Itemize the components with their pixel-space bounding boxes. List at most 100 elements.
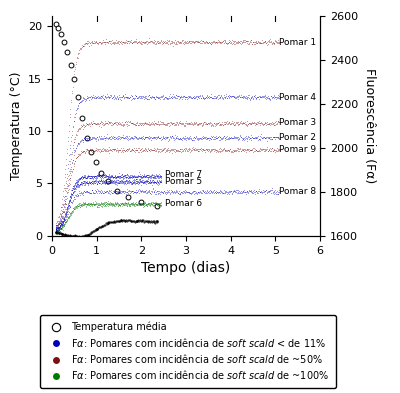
Point	[79, 147, 86, 154]
Point	[55, 224, 61, 230]
Point	[222, 137, 229, 143]
Point	[113, 202, 119, 208]
Point	[206, 146, 212, 152]
Point	[147, 180, 153, 186]
Point	[214, 146, 220, 152]
Point	[161, 135, 167, 141]
Point	[70, 189, 76, 195]
Point	[137, 173, 144, 180]
Point	[172, 189, 178, 195]
Point	[108, 200, 114, 206]
Point	[60, 219, 66, 225]
Point	[122, 201, 128, 208]
Point	[154, 172, 161, 178]
Point	[245, 121, 251, 127]
Point	[118, 201, 124, 207]
Point	[250, 149, 256, 155]
Point	[79, 202, 85, 209]
Point	[184, 188, 190, 195]
Point	[224, 40, 231, 46]
Point	[99, 145, 105, 152]
Point	[100, 134, 106, 141]
Point	[142, 180, 148, 186]
Point	[68, 191, 75, 197]
Point	[121, 175, 127, 181]
Point	[62, 220, 68, 227]
Point	[272, 191, 279, 197]
Point	[158, 203, 164, 209]
Point	[66, 196, 72, 203]
Point	[231, 134, 238, 140]
Point	[96, 39, 102, 45]
Point	[60, 220, 66, 226]
Point	[154, 121, 161, 127]
Point	[114, 180, 120, 186]
Point	[275, 40, 282, 46]
Point	[157, 40, 164, 46]
Point	[121, 147, 128, 153]
Point	[135, 200, 142, 206]
Point	[177, 120, 183, 126]
Point	[200, 188, 207, 195]
Point	[104, 94, 111, 100]
Point	[92, 198, 98, 204]
Point	[148, 187, 155, 194]
Point	[176, 191, 183, 197]
Point	[166, 123, 172, 129]
Point	[195, 135, 202, 141]
Point	[140, 147, 146, 153]
Point	[134, 95, 140, 101]
Point	[276, 40, 282, 46]
Point	[140, 217, 146, 224]
Point	[94, 172, 100, 178]
Point	[200, 120, 207, 126]
Point	[205, 135, 212, 141]
Point	[109, 120, 115, 127]
Point	[119, 188, 125, 194]
Point	[263, 187, 270, 193]
Point	[154, 202, 161, 208]
Point	[119, 174, 125, 180]
Point	[128, 97, 134, 103]
Point	[75, 201, 82, 207]
Point	[166, 119, 173, 125]
Point	[148, 121, 154, 127]
Point	[133, 173, 139, 180]
Point	[220, 37, 226, 44]
Point	[155, 175, 162, 181]
Point	[239, 119, 245, 126]
Point	[216, 137, 222, 143]
Point	[196, 120, 202, 127]
Point	[122, 94, 128, 100]
Point	[146, 35, 153, 41]
Point	[236, 92, 242, 98]
Point	[120, 217, 127, 224]
Point	[134, 174, 141, 180]
Point	[57, 222, 63, 228]
Point	[152, 96, 158, 102]
Point	[102, 200, 108, 206]
Point	[254, 94, 260, 100]
Point	[91, 202, 97, 208]
Point	[91, 38, 98, 44]
Point	[88, 201, 94, 208]
Point	[57, 218, 64, 224]
Point	[57, 209, 63, 216]
Point	[253, 135, 260, 141]
Point	[88, 202, 95, 209]
Point	[104, 131, 110, 138]
Point	[100, 180, 106, 186]
Point	[83, 146, 90, 152]
Point	[232, 41, 238, 47]
Point	[114, 179, 120, 185]
Point	[258, 120, 264, 126]
Point	[135, 95, 142, 102]
Point	[144, 172, 150, 178]
Point	[106, 178, 113, 185]
Point	[270, 40, 277, 47]
Point	[220, 94, 227, 100]
Point	[187, 120, 193, 126]
Point	[67, 232, 73, 239]
Point	[58, 221, 64, 228]
Point	[84, 178, 90, 184]
